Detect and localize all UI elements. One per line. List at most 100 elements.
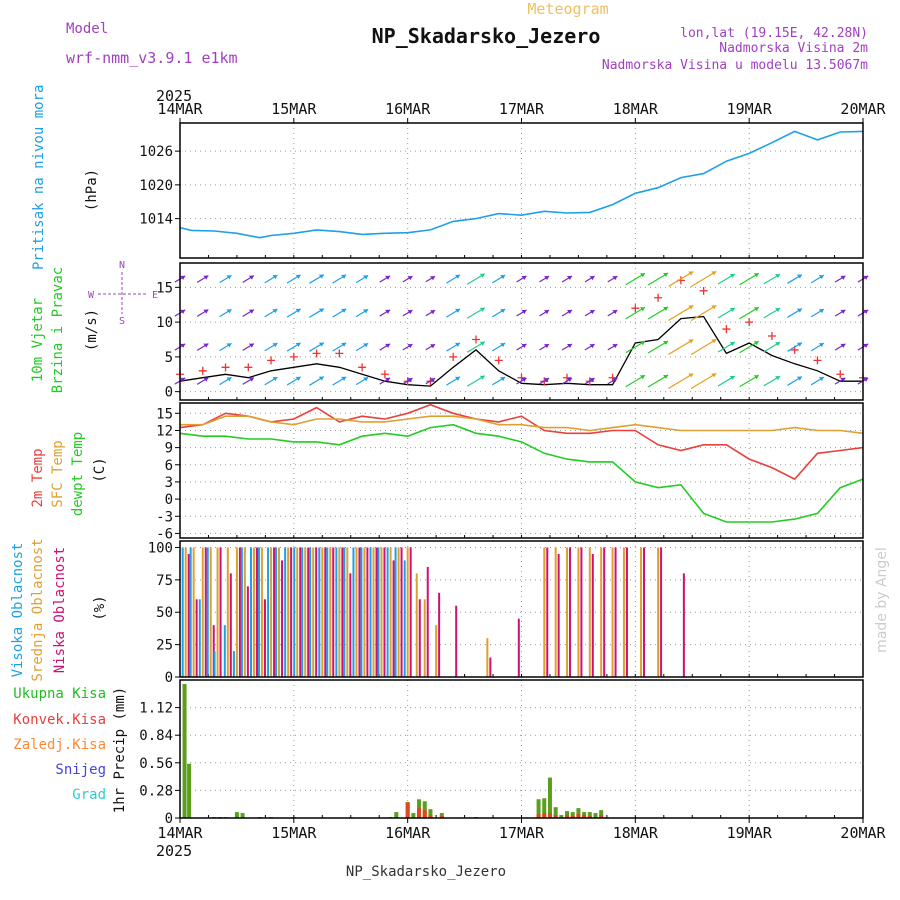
bar-cloud xyxy=(287,547,290,677)
wind-arrowhead xyxy=(363,343,369,348)
bar-cloud xyxy=(577,547,580,677)
bar-cloud xyxy=(611,547,614,677)
gust-marker xyxy=(312,349,321,358)
bar-cloud xyxy=(332,547,335,677)
bar-precip xyxy=(536,799,541,818)
cloud-ylabel-1: Visoka Oblacnost xyxy=(10,543,26,678)
wind-arrowhead xyxy=(729,341,735,346)
bar-cloud xyxy=(257,547,260,677)
bar-cloud xyxy=(435,625,438,677)
panel-frame xyxy=(179,679,864,819)
bar-cloud xyxy=(240,547,243,677)
bar-cloud xyxy=(409,547,412,677)
wind-arrowhead xyxy=(341,376,347,381)
bar-precip xyxy=(536,814,541,818)
y-tick-label: 0.28 xyxy=(139,783,173,799)
wind-arrowhead xyxy=(688,305,694,310)
temp-unit: (C) xyxy=(92,457,108,482)
wind-arrowhead xyxy=(407,310,413,315)
wind-arrowhead xyxy=(180,309,186,314)
bar-precip xyxy=(428,815,433,818)
panel-frame xyxy=(179,122,864,259)
wind-arrowhead xyxy=(500,275,506,280)
bar-cloud xyxy=(216,547,219,677)
wind-arrowhead xyxy=(180,377,186,382)
time-label-top: 18MAR xyxy=(613,100,659,118)
bar-cloud xyxy=(352,547,355,677)
bar-precip xyxy=(234,812,239,818)
bar-precip xyxy=(565,811,570,818)
wind-arrowhead xyxy=(272,275,278,280)
bar-precip xyxy=(565,815,570,818)
bar-cloud xyxy=(423,599,426,677)
gust-marker xyxy=(289,352,298,361)
wind-arrowhead xyxy=(318,274,324,279)
wind-arrowhead xyxy=(688,373,694,378)
chart-subtitle: Meteogram xyxy=(527,0,608,18)
wind-arrowhead xyxy=(479,375,485,380)
wind-arrowhead xyxy=(863,377,869,382)
wind-arrowhead xyxy=(612,276,618,281)
wind-arrowhead xyxy=(729,307,735,312)
precip-legend-total: Ukupna Kisa xyxy=(13,686,106,702)
wind-arrowhead xyxy=(796,342,802,347)
wind-arrowhead xyxy=(272,377,278,382)
wind-arrowhead xyxy=(295,342,301,347)
wind-arrowhead xyxy=(729,273,735,278)
wind-arrowhead xyxy=(612,378,618,383)
year-label-bottom: 2025 xyxy=(156,842,192,860)
wind-arrowhead xyxy=(544,378,550,383)
bar-cloud xyxy=(324,547,327,677)
bar-cloud xyxy=(682,573,685,677)
bar-precip xyxy=(599,815,604,818)
wind-arrowhead xyxy=(818,343,824,348)
bar-cloud xyxy=(403,560,406,677)
bar-cloud xyxy=(392,560,395,677)
wind-arrowhead xyxy=(639,375,645,380)
wind-arrowhead xyxy=(544,344,550,349)
bar-cloud xyxy=(267,547,270,677)
gust-marker xyxy=(221,363,230,372)
time-label-bottom: 15MAR xyxy=(271,824,317,842)
wind-arrowhead xyxy=(612,344,618,349)
bar-precip xyxy=(542,813,547,818)
bar-cloud xyxy=(296,547,299,677)
gust-marker xyxy=(767,332,776,341)
bar-cloud xyxy=(489,657,492,677)
wind-arrow xyxy=(668,305,694,321)
time-label-top: 15MAR xyxy=(271,100,317,118)
wind-arrowhead xyxy=(226,275,232,280)
bar-cloud xyxy=(189,547,192,677)
y-tick-label: 1.12 xyxy=(139,701,173,717)
wind-arrowhead xyxy=(544,310,550,315)
wind-arrowhead xyxy=(385,377,391,382)
wind-arrowhead xyxy=(455,274,460,279)
bar-precip xyxy=(405,802,410,818)
y-tick-label: 75 xyxy=(156,573,173,589)
bar-cloud xyxy=(438,592,441,677)
bar-cloud xyxy=(400,547,403,677)
wind-arrowhead xyxy=(818,275,824,280)
gust-marker xyxy=(654,293,663,302)
bar-cloud xyxy=(192,547,195,677)
bar-cloud xyxy=(290,547,293,677)
bar-cloud xyxy=(278,547,281,677)
bar-cloud xyxy=(397,547,400,677)
wind-arrowhead xyxy=(566,310,572,315)
bar-cloud xyxy=(219,547,222,677)
wind-arrowhead xyxy=(818,377,824,382)
bar-cloud xyxy=(275,547,278,677)
bar-cloud xyxy=(346,547,349,677)
bar-cloud xyxy=(273,547,276,677)
wind-arrowhead xyxy=(775,342,781,347)
gust-marker xyxy=(335,349,344,358)
temp-ylabel-1: 2m Temp xyxy=(30,448,46,507)
panel-frame xyxy=(179,540,864,678)
footer-station: NP_Skadarsko_Jezero xyxy=(346,864,506,880)
gust-marker xyxy=(745,318,754,327)
wind-arrowhead xyxy=(272,309,278,314)
bar-cloud xyxy=(326,547,329,677)
wind-arrowhead xyxy=(711,339,717,344)
y-tick-label: 25 xyxy=(156,638,173,654)
